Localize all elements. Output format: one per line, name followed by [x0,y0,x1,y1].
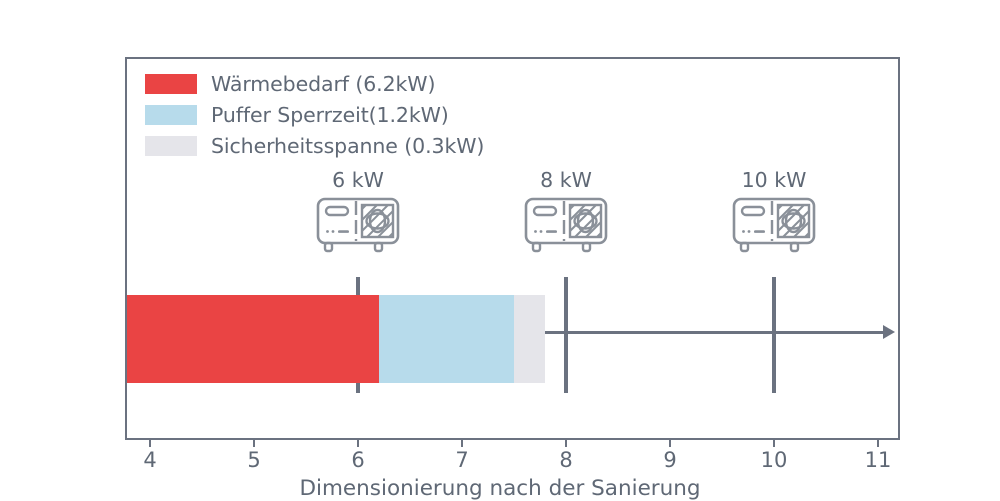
x-tick-mark [460,440,464,447]
bar-segment [378,295,514,383]
bar-segment [127,295,379,383]
legend-item: Wärmebedarf (6.2kW) [145,68,565,99]
legend-label: Wärmebedarf (6.2kW) [211,71,436,96]
legend-swatch [145,135,197,156]
heat-pump-icon [732,197,816,253]
x-axis-label: Dimensionierung nach der Sanierung [299,476,701,501]
x-tick-mark [252,440,256,447]
heat-pump-icon [316,197,400,253]
chart-legend: Wärmebedarf (6.2kW) Puffer Sperrzeit(1.2k… [145,68,565,161]
x-tick-mark [356,440,360,447]
x-tick-label: 4 [143,448,157,472]
x-tick-label: 9 [663,448,677,472]
capacity-marker: 8 kW [496,168,636,258]
x-tick-mark [876,440,880,447]
x-axis-arrowhead [883,325,895,339]
x-tick-label: 5 [247,448,261,472]
bar-segment [513,295,546,383]
x-tick-mark [772,440,776,447]
capacity-marker: 6 kW [288,168,428,258]
x-tick-mark [564,440,568,447]
legend-label: Puffer Sperrzeit(1.2kW) [211,102,449,127]
capacity-marker-label: 10 kW [741,168,807,192]
legend-item: Sicherheitsspanne (0.3kW) [145,130,565,161]
legend-label: Sicherheitsspanne (0.3kW) [211,133,485,158]
capacity-marker-label: 6 kW [332,168,384,192]
stacked-bar [127,295,546,383]
capacity-marker-label: 8 kW [540,168,592,192]
x-tick-label: 6 [351,448,365,472]
legend-swatch [145,104,197,125]
capacity-reference-line [564,277,568,393]
legend-swatch [145,73,197,94]
x-tick-label: 10 [760,448,788,472]
heat-pump-icon [524,197,608,253]
x-tick-label: 7 [455,448,469,472]
capacity-marker: 10 kW [704,168,844,258]
x-tick-mark [148,440,152,447]
x-tick-label: 11 [864,448,892,472]
legend-item: Puffer Sperrzeit(1.2kW) [145,99,565,130]
x-tick-mark [668,440,672,447]
capacity-reference-line [772,277,776,393]
x-tick-label: 8 [559,448,573,472]
